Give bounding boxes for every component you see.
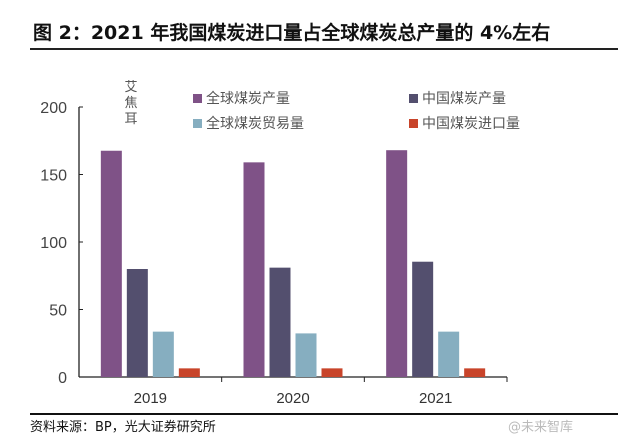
bar-2020-3 [295,333,317,377]
watermark: @未来智库 [508,420,574,435]
legend-label: 全球煤炭产量 [206,91,290,107]
legend-item-china-imports: 中国煤炭进口量 [409,113,520,133]
legend-swatch [409,118,418,128]
bar-2019-4 [178,368,200,377]
legend-swatch [193,93,202,103]
bar-2021-4 [464,368,486,377]
legend-label: 全球煤炭贸易量 [206,116,304,132]
legend-item-china-production: 中国煤炭产量 [409,88,506,108]
x-tick-label: 2019 [134,390,167,407]
legend-swatch [193,118,202,128]
y-tick-label: 0 [58,370,67,387]
legend-label: 中国煤炭进口量 [422,116,520,132]
legend-swatch [409,93,418,103]
y-tick-label: 100 [40,235,67,252]
bar-2020-4 [321,368,343,377]
figure-title: 图 2：2021 年我国煤炭进口量占全球煤炭总产量的 4%左右 [33,22,551,44]
legend-item-global-trade: 全球煤炭贸易量 [193,113,304,133]
bar-2021-1 [386,150,408,377]
bar-2021-3 [438,331,460,377]
bar-2020-1 [243,162,265,377]
y-tick-label: 50 [49,303,67,320]
source-divider [30,413,618,415]
x-tick-label: 2021 [419,390,452,407]
source-note: 资料来源：BP，光大证券研究所 [30,420,216,435]
bar-2019-2 [126,269,148,377]
title-divider [30,48,618,50]
bar-2019-3 [152,331,174,377]
x-tick-label: 2020 [276,390,309,407]
legend-item-global-production: 全球煤炭产量 [193,88,290,108]
y-tick-label: 200 [40,100,67,117]
bar-2020-2 [269,267,291,377]
y-axis-unit-label: 艾焦耳 [124,80,138,127]
legend-label: 中国煤炭产量 [422,91,506,107]
y-tick-label: 150 [40,168,67,185]
bar-2019-1 [100,150,122,377]
bar-2021-2 [412,261,434,377]
